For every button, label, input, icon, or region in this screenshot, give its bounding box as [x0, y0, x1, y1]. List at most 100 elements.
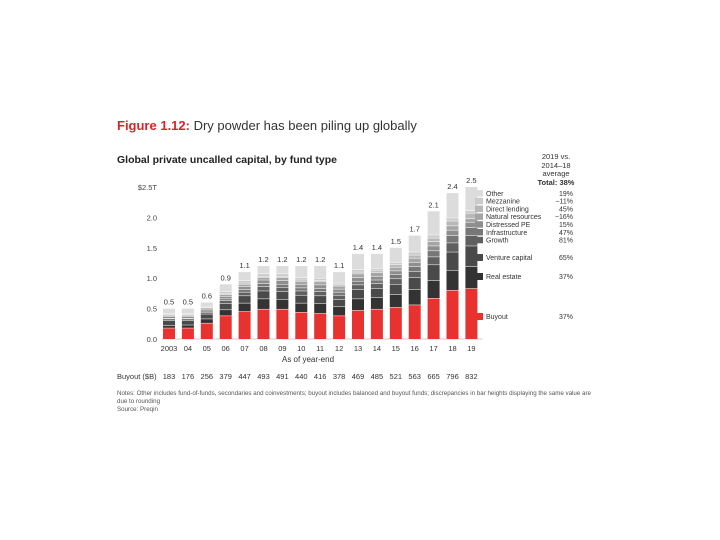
- bar-segment-infrastructure: [238, 289, 251, 293]
- bar-segment-growth: [314, 291, 327, 296]
- buyout-value: 447: [238, 372, 251, 381]
- y-tick-label: 1.0: [147, 274, 157, 283]
- x-tick-label: 08: [259, 344, 267, 353]
- bar-segment-venture-capital: [200, 314, 213, 319]
- bar-total-label: 2.1: [428, 200, 438, 209]
- buyout-value: 493: [257, 372, 270, 381]
- buyout-value: 832: [465, 372, 478, 381]
- legend-swatch: [475, 229, 483, 236]
- bar-segment-infrastructure: [408, 266, 421, 272]
- bar-segment-direct-lending: [238, 283, 251, 285]
- bar-segment-mezzanine: [219, 291, 232, 294]
- bar-segment-distressed-pe: [389, 270, 402, 275]
- buyout-value: 378: [332, 372, 346, 381]
- legend-label: Distressed PE: [486, 222, 531, 229]
- comparison-header-line2: 2014–18: [541, 160, 571, 170]
- comparison-header: 2019 vs. 2014–18 average Total: 38%: [528, 152, 584, 187]
- legend-label: Natural resources: [486, 214, 542, 221]
- bar-total-label: 0.6: [202, 292, 212, 301]
- bar-segment-direct-lending: [314, 280, 327, 282]
- bar-segment-venture-capital: [427, 264, 440, 281]
- bar-segment-direct-lending: [352, 272, 364, 274]
- bar-segment-direct-lending: [465, 213, 478, 219]
- legend-label: Direct lending: [486, 206, 529, 213]
- buyout-value: 440: [295, 372, 308, 381]
- legend-label: Other: [486, 191, 504, 198]
- legend-change: 37%: [559, 274, 573, 281]
- bar-segment-growth: [181, 318, 194, 321]
- bar-segment-distressed-pe: [427, 245, 440, 251]
- bar-segment-natural-resources: [219, 294, 232, 297]
- bar-total-label: 1.5: [391, 237, 401, 246]
- bar-total-label: 1.2: [258, 255, 268, 264]
- bar-segment-other: [352, 253, 364, 270]
- x-tick-label: 12: [335, 344, 343, 353]
- bar-segment-distressed-pe: [446, 230, 459, 236]
- bar-segment-growth: [465, 235, 478, 246]
- bar-segment-infrastructure: [200, 311, 213, 313]
- bar-segment-venture-capital: [333, 299, 346, 307]
- comparison-total: Total: 38%: [537, 177, 575, 187]
- bar-segment-real-estate: [370, 297, 383, 310]
- bar-total-label: 0.5: [183, 298, 193, 307]
- bar-segment-real-estate: [408, 289, 421, 305]
- x-tick-label: 18: [448, 344, 456, 353]
- bar-total-label: 1.4: [372, 243, 382, 252]
- buyout-value: 665: [427, 372, 440, 381]
- bar-segment-mezzanine: [257, 273, 270, 277]
- bar-segment-mezzanine: [181, 313, 194, 315]
- buyout-value: 796: [446, 372, 459, 381]
- bar-segment-growth: [200, 312, 213, 315]
- bar-segment-growth: [352, 284, 364, 290]
- legend-swatch: [475, 273, 483, 280]
- bar-segment-mezzanine: [370, 268, 383, 271]
- bar-segment-mezzanine: [276, 273, 289, 277]
- bar-segment-distressed-pe: [200, 309, 213, 312]
- bar-segment-buyout: [446, 290, 459, 339]
- bar-total-label: 2.5: [466, 176, 476, 185]
- bar-segment-distressed-pe: [465, 222, 478, 228]
- legend-change: −16%: [555, 214, 573, 221]
- buyout-value: 563: [408, 372, 421, 381]
- bar-segment-other: [276, 266, 289, 274]
- bar-segment-other: [257, 266, 270, 274]
- bar-segment-infrastructure: [276, 284, 289, 288]
- bar-segment-direct-lending: [257, 276, 270, 278]
- bar-segment-buyout: [200, 323, 213, 339]
- bar-segment-mezzanine: [408, 252, 421, 256]
- bar-segment-mezzanine: [238, 280, 251, 284]
- bar-segment-real-estate: [200, 318, 213, 324]
- bar-segment-direct-lending: [219, 293, 232, 295]
- legend-swatch: [475, 254, 483, 261]
- bar-segment-infrastructure: [257, 283, 270, 287]
- bar-segment-other: [408, 235, 421, 253]
- bar-segment-direct-lending: [333, 284, 346, 287]
- legend-swatch: [475, 205, 483, 213]
- bar-segment-real-estate: [257, 298, 270, 310]
- buyout-value: 176: [181, 372, 195, 381]
- bar-segment-real-estate: [181, 325, 194, 329]
- legend-swatch: [475, 313, 483, 320]
- bar-segment-growth: [219, 300, 232, 304]
- chart-notes: Notes: Other includes fund-of-funds, sec…: [117, 390, 591, 405]
- bar-segment-distressed-pe: [370, 276, 383, 281]
- bar-segment-venture-capital: [257, 290, 270, 299]
- x-tick-label: 05: [203, 344, 211, 353]
- y-tick-label: 1.5: [147, 244, 157, 253]
- buyout-value: 256: [200, 372, 214, 381]
- figure-title: Figure 1.12: Dry powder has been piling …: [117, 118, 417, 133]
- legend-swatch: [475, 221, 483, 228]
- bar-segment-other: [314, 266, 327, 279]
- bar-segment-direct-lending: [408, 255, 421, 259]
- bar-segment-other: [370, 253, 383, 269]
- x-tick-label: 17: [429, 344, 437, 353]
- x-tick-label: 04: [184, 344, 192, 353]
- bar-segment-venture-capital: [446, 252, 459, 271]
- bar-segment-buyout: [427, 298, 440, 339]
- bar-segment-growth: [295, 290, 308, 296]
- bar-segment-venture-capital: [314, 295, 327, 304]
- bar-segment-other: [389, 247, 402, 263]
- buyout-value: 379: [219, 372, 232, 381]
- bar-segment-buyout: [238, 311, 251, 339]
- bar-segment-infrastructure: [389, 274, 402, 279]
